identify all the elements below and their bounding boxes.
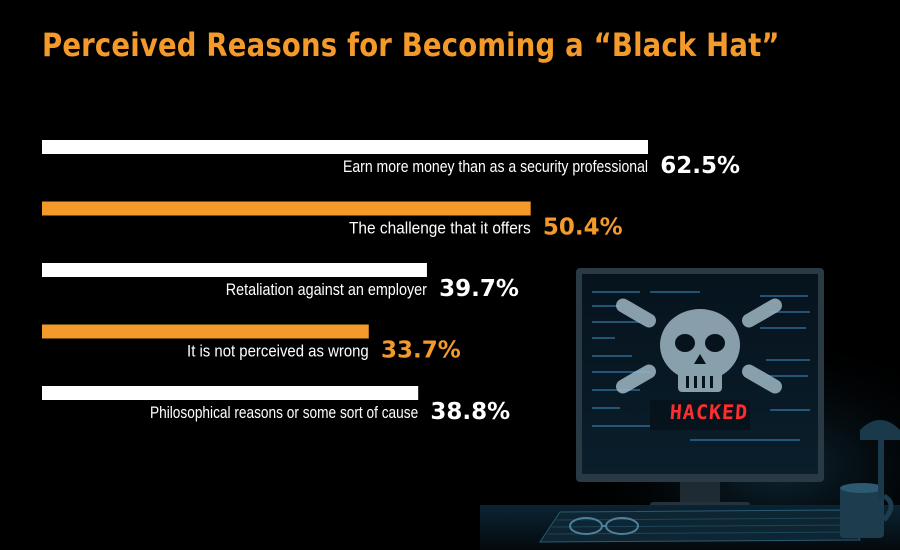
- mug-icon: [840, 483, 894, 538]
- bar-5: [42, 386, 419, 400]
- value-label-5: 38.8%: [430, 399, 510, 425]
- lamp: [860, 420, 900, 500]
- skull-icon: [616, 298, 782, 394]
- glasses: [569, 517, 639, 535]
- value-label-1: 62.5%: [660, 153, 740, 179]
- value-label-3: 39.7%: [439, 276, 519, 302]
- category-label-3: Retaliation against an employer: [226, 280, 427, 299]
- value-label-2: 50.4%: [543, 215, 623, 241]
- value-label-4: 33.7%: [381, 338, 461, 364]
- bar-4: [42, 324, 369, 339]
- category-label-4: It is not perceived as wrong: [187, 342, 369, 361]
- category-label-1: Earn more money than as a security profe…: [343, 157, 648, 176]
- category-label-2: The challenge that it offers: [349, 219, 531, 238]
- bar-2: [42, 201, 531, 216]
- chart-title: Perceived Reasons for Becoming a “Black …: [42, 26, 780, 64]
- monitor: [576, 268, 824, 508]
- bar-3: [42, 263, 427, 277]
- bar-1: [42, 140, 648, 154]
- category-label-5: Philosophical reasons or some sort of ca…: [150, 403, 418, 422]
